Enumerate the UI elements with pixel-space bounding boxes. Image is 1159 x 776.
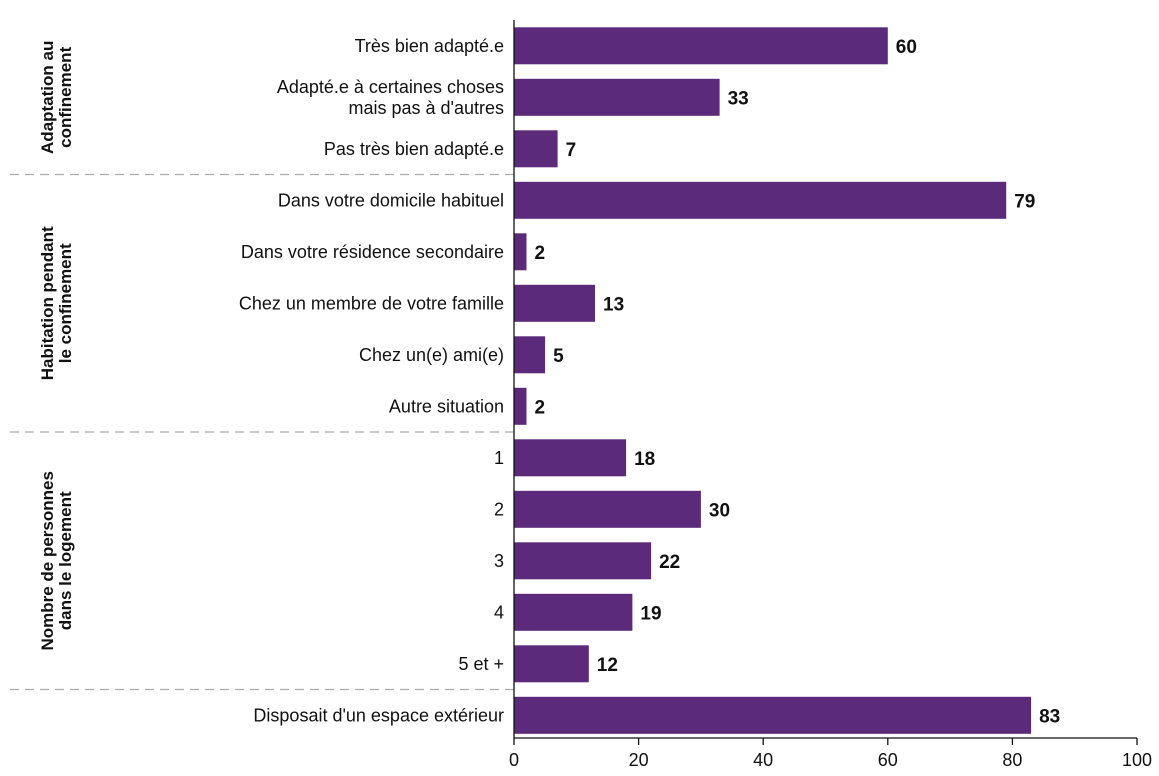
x-tick-label: 40: [753, 750, 773, 770]
group-label-line: Nombre de personnes: [38, 471, 57, 651]
bar: [514, 387, 527, 425]
category-label: Adapté.e à certaines choses mais pas à d'…: [277, 77, 504, 118]
group-label-line: confinement: [56, 46, 75, 147]
bar: [514, 27, 888, 65]
data-label: 83: [1039, 706, 1060, 727]
group-label-line: Habitation pendant: [38, 226, 57, 380]
category-label: 5 et +: [458, 654, 504, 674]
category-label-line: 5 et +: [458, 654, 504, 674]
data-label: 79: [1014, 191, 1035, 212]
data-label: 22: [659, 552, 680, 573]
bar: [514, 78, 720, 116]
bar: [514, 181, 1007, 219]
category-label: 3: [494, 551, 504, 571]
category-label-line: Adapté.e à certaines choses: [277, 77, 504, 97]
bar: [514, 542, 652, 580]
group-label-line: Adaptation au: [38, 41, 57, 154]
data-label: 5: [553, 346, 564, 367]
x-tick-label: 60: [878, 750, 898, 770]
bar: [514, 130, 558, 168]
data-label: 18: [634, 449, 655, 470]
data-label: 13: [603, 294, 624, 315]
category-label-line: Chez un(e) ami(e): [359, 345, 504, 365]
category-label: Chez un membre de votre famille: [239, 293, 504, 313]
category-label: Autre situation: [389, 396, 504, 416]
category-label-line: Disposait d'un espace extérieur: [253, 705, 504, 725]
bar: [514, 233, 527, 271]
bar: [514, 593, 633, 631]
data-label: 2: [535, 397, 546, 418]
category-label: 1: [494, 448, 504, 468]
data-label: 2: [535, 243, 546, 264]
x-tick-label: 80: [1002, 750, 1022, 770]
category-label-line: Autre situation: [389, 396, 504, 416]
x-tick-label: 100: [1122, 750, 1152, 770]
category-label-line: 3: [494, 551, 504, 571]
category-label-line: 4: [494, 602, 504, 622]
category-label: Dans votre domicile habituel: [278, 190, 504, 210]
bar: [514, 490, 701, 528]
category-label: 2: [494, 499, 504, 519]
data-label: 19: [640, 603, 661, 624]
category-label: Pas très bien adapté.e: [324, 139, 504, 159]
group-label: Adaptation auconfinement: [38, 41, 75, 154]
bar: [514, 439, 627, 477]
category-label-line: Pas très bien adapté.e: [324, 139, 504, 159]
data-label: 7: [566, 140, 577, 161]
category-label-line: Chez un membre de votre famille: [239, 293, 504, 313]
category-label-line: Très bien adapté.e: [355, 36, 504, 56]
group-label: Habitation pendantle confinement: [38, 226, 75, 380]
category-label-line: 2: [494, 499, 504, 519]
category-label: Chez un(e) ami(e): [359, 345, 504, 365]
group-label-line: le confinement: [56, 243, 75, 363]
category-label: Dans votre résidence secondaire: [241, 242, 504, 262]
group-label-line: dans le logement: [56, 491, 75, 630]
group-label: Nombre de personnesdans le logement: [38, 471, 75, 651]
category-label-line: 1: [494, 448, 504, 468]
category-label-line: mais pas à d'autres: [348, 98, 504, 118]
bar: [514, 645, 589, 683]
category-label: Disposait d'un espace extérieur: [253, 705, 504, 725]
bar: [514, 284, 595, 322]
bar: [514, 696, 1032, 734]
x-tick-label: 0: [509, 750, 519, 770]
category-label-line: Dans votre résidence secondaire: [241, 242, 504, 262]
x-tick-label: 20: [629, 750, 649, 770]
data-label: 33: [728, 88, 749, 109]
data-label: 12: [597, 655, 618, 676]
bar: [514, 336, 546, 374]
data-label: 60: [896, 37, 917, 58]
data-label: 30: [709, 500, 730, 521]
category-label: 4: [494, 602, 504, 622]
category-label: Très bien adapté.e: [355, 36, 504, 56]
category-label-line: Dans votre domicile habituel: [278, 190, 504, 210]
